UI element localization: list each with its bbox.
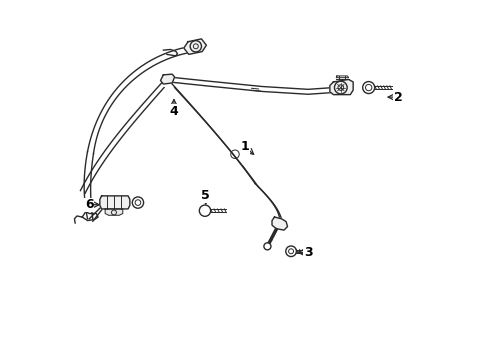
Text: 2: 2 [393,91,402,104]
Text: 1: 1 [240,140,248,153]
Text: 5: 5 [201,189,210,202]
Polygon shape [271,217,287,230]
Circle shape [264,243,270,250]
Polygon shape [100,196,130,209]
Text: 4: 4 [169,105,178,118]
Text: 6: 6 [85,198,93,211]
Polygon shape [160,74,174,84]
Polygon shape [329,80,352,95]
Text: 3: 3 [303,246,312,259]
Polygon shape [183,39,206,54]
Polygon shape [105,209,122,215]
